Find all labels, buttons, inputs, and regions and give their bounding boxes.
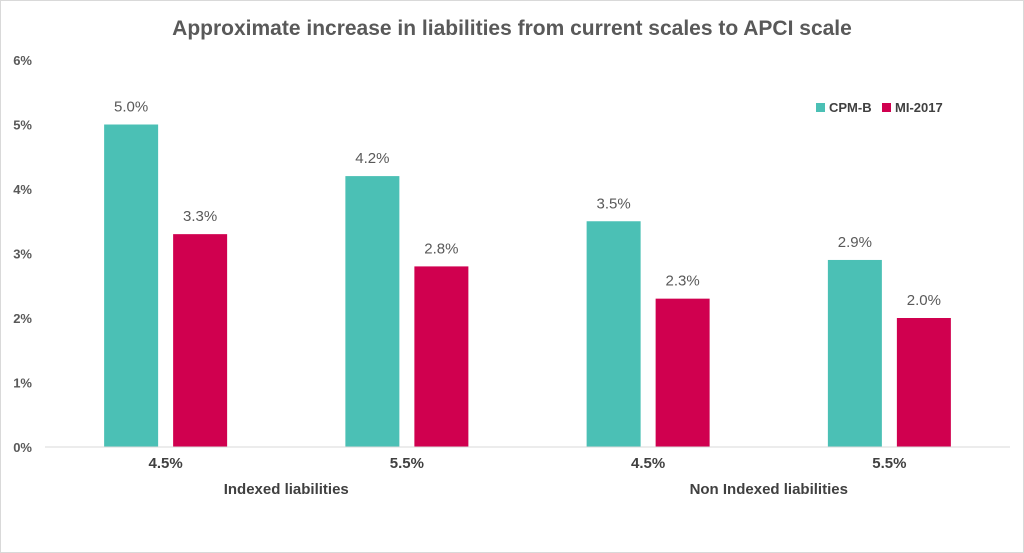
bar-cpm-b [104,124,159,447]
x-tick-label: 4.5% [631,455,665,472]
x-tick-label: 5.5% [872,455,906,472]
data-label: 3.3% [183,208,217,225]
data-label: 4.2% [355,150,389,167]
data-label: 3.5% [597,195,631,212]
x-tick-label: 5.5% [390,455,424,472]
bar-mi-2017 [655,298,710,447]
y-axis: 0% 1% 2% 3% 4% 5% 6% [13,53,32,455]
x-group-label: Indexed liabilities [224,481,349,498]
bar-cpm-b [345,176,400,447]
legend-label: MI-2017 [895,100,943,115]
bars [104,124,951,447]
y-tick-label: 5% [13,118,32,133]
x-tick-label: 4.5% [149,455,183,472]
bar-mi-2017 [173,234,228,447]
y-tick-label: 4% [13,182,32,197]
x-axis: 4.5% 5.5% 4.5% 5.5% [149,455,907,472]
y-tick-label: 0% [13,440,32,455]
y-tick-label: 2% [13,311,32,326]
data-label: 2.9% [838,234,872,251]
chart-title: Approximate increase in liabilities from… [172,17,852,40]
data-label: 2.8% [424,240,458,257]
legend-swatch [816,103,825,112]
data-label: 2.0% [907,292,941,309]
bar-cpm-b [827,259,882,447]
bar-mi-2017 [414,266,469,447]
y-tick-label: 6% [13,53,32,68]
x-axis-groups: Indexed liabilities Non Indexed liabiliti… [224,481,848,498]
legend: CPM-B MI-2017 [816,100,943,115]
y-tick-label: 3% [13,247,32,262]
data-label: 5.0% [114,99,148,116]
y-tick-label: 1% [13,376,32,391]
data-label: 2.3% [666,273,700,290]
bar-cpm-b [586,221,641,447]
bar-mi-2017 [896,318,951,447]
legend-label: CPM-B [829,100,872,115]
x-group-label: Non Indexed liabilities [690,481,848,498]
data-labels: 5.0% 3.3% 4.2% 2.8% 3.5% 2.3% 2.9% 2.0% [114,99,941,310]
legend-swatch [882,103,891,112]
